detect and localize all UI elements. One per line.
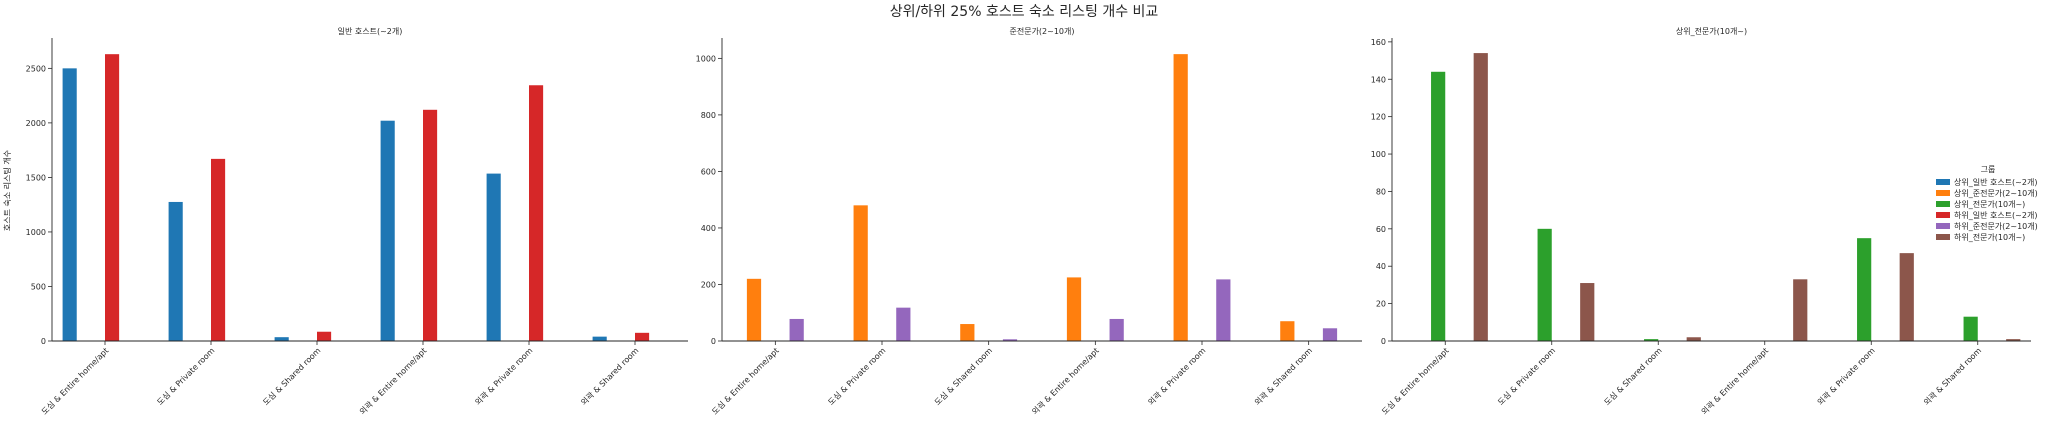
legend-swatch [1936, 179, 1950, 185]
bar [1537, 228, 1552, 341]
y-tick-label: 1500 [26, 173, 46, 182]
bar [1002, 339, 1018, 341]
bar [168, 201, 183, 341]
x-tick-label: 도심 & Entire home/apt [710, 345, 781, 416]
y-tick-label: 1000 [696, 54, 716, 63]
y-tick-label: 2000 [26, 119, 46, 128]
bar [1109, 318, 1124, 341]
y-tick-label: 80 [1376, 187, 1386, 196]
x-tick-label: 외곽 & Shared room [1921, 345, 1983, 407]
y-tick-label: 2500 [26, 64, 46, 73]
bar [789, 318, 804, 341]
bar [105, 54, 120, 341]
bar [1580, 283, 1595, 341]
legend-entry: 하위_전문가(10개~) [1954, 232, 2025, 242]
y-tick-label: 400 [701, 224, 716, 233]
bar [529, 85, 544, 341]
y-tick-label: 0 [711, 337, 716, 346]
legend-swatch [1936, 234, 1950, 240]
y-tick-label: 120 [1371, 113, 1386, 122]
legend-entry: 상위_전문가(10개~) [1954, 199, 2025, 209]
bar [1793, 279, 1808, 341]
bar [1963, 316, 1978, 341]
bar [896, 307, 911, 341]
bar [486, 173, 501, 341]
x-tick-label: 도심 & Private room [826, 345, 888, 407]
x-tick-label: 도심 & Shared room [261, 345, 323, 407]
bar [317, 331, 332, 341]
x-tick-label: 도심 & Shared room [932, 345, 994, 407]
legend-swatch [1936, 223, 1950, 229]
legend-swatch [1936, 190, 1950, 196]
y-tick-label: 140 [1371, 75, 1386, 84]
x-tick-label: 외곽 & Shared room [579, 345, 641, 407]
x-tick-label: 외곽 & Entire home/apt [1030, 345, 1101, 416]
y-tick-label: 500 [31, 282, 46, 291]
legend-entry: 하위_준전문가(2~10개) [1954, 221, 2038, 231]
x-tick-label: 도심 & Entire home/apt [39, 345, 110, 416]
y-tick-label: 40 [1376, 262, 1386, 271]
bar [380, 120, 395, 341]
x-tick-label: 외곽 & Entire home/apt [357, 345, 428, 416]
legend-entry: 상위_일반 호스트(~2개) [1954, 177, 2037, 187]
bar [62, 68, 77, 341]
chart-title: 상위/하위 25% 호스트 숙소 리스팅 개수 비교 [890, 4, 1159, 20]
y-tick-label: 160 [1371, 38, 1386, 47]
bar [960, 324, 975, 341]
y-tick-label: 20 [1376, 300, 1386, 309]
bar [1066, 277, 1082, 341]
y-tick-label: 100 [1371, 150, 1386, 159]
bar [1899, 253, 1914, 341]
bar [1644, 339, 1659, 341]
bar [1322, 328, 1338, 341]
x-tick-label: 도심 & Private room [1496, 345, 1558, 407]
legend-swatch [1936, 212, 1950, 218]
bar [635, 332, 650, 341]
y-tick-label: 200 [701, 280, 716, 289]
y-tick-label: 600 [701, 167, 716, 176]
bar [1857, 238, 1872, 341]
legend-swatch [1936, 201, 1950, 207]
bar [211, 158, 226, 341]
y-tick-label: 0 [41, 337, 46, 346]
panel-title: 일반 호스트(~2개) [338, 26, 403, 36]
legend-title: 그룹 [1981, 165, 1996, 174]
y-tick-label: 0 [1381, 337, 1386, 346]
y-axis-label: 호스트 숙소 리스팅 개수 [2, 150, 12, 231]
y-tick-label: 60 [1376, 225, 1386, 234]
y-tick-label: 1000 [26, 228, 46, 237]
panel-title: 상위_전문가(10개~) [1676, 26, 1747, 36]
bar [592, 336, 607, 341]
x-tick-label: 도심 & Shared room [1602, 345, 1664, 407]
bar [1216, 279, 1231, 341]
bar [274, 337, 289, 341]
x-tick-label: 외곽 & Shared room [1252, 345, 1314, 407]
x-tick-label: 외곽 & Entire home/apt [1699, 345, 1770, 416]
x-tick-label: 외곽 & Private room [1815, 345, 1877, 407]
bar [1686, 337, 1701, 341]
bar [423, 109, 438, 341]
x-tick-label: 외곽 & Private room [473, 345, 535, 407]
x-tick-label: 도심 & Private room [155, 345, 217, 407]
bar [1280, 321, 1295, 341]
bar [746, 278, 762, 341]
bar [2006, 339, 2021, 341]
bar [853, 205, 868, 341]
legend-entry: 하위_일반 호스트(~2개) [1954, 210, 2037, 220]
panel-title: 준전문가(2~10개) [1009, 26, 1074, 36]
x-tick-label: 외곽 & Private room [1146, 345, 1208, 407]
bar [1473, 53, 1488, 342]
bar [1431, 71, 1446, 342]
legend-entry: 상위_준전문가(2~10개) [1954, 188, 2038, 198]
y-tick-label: 800 [701, 111, 716, 120]
bar [1173, 54, 1188, 341]
x-tick-label: 도심 & Entire home/apt [1380, 345, 1451, 416]
